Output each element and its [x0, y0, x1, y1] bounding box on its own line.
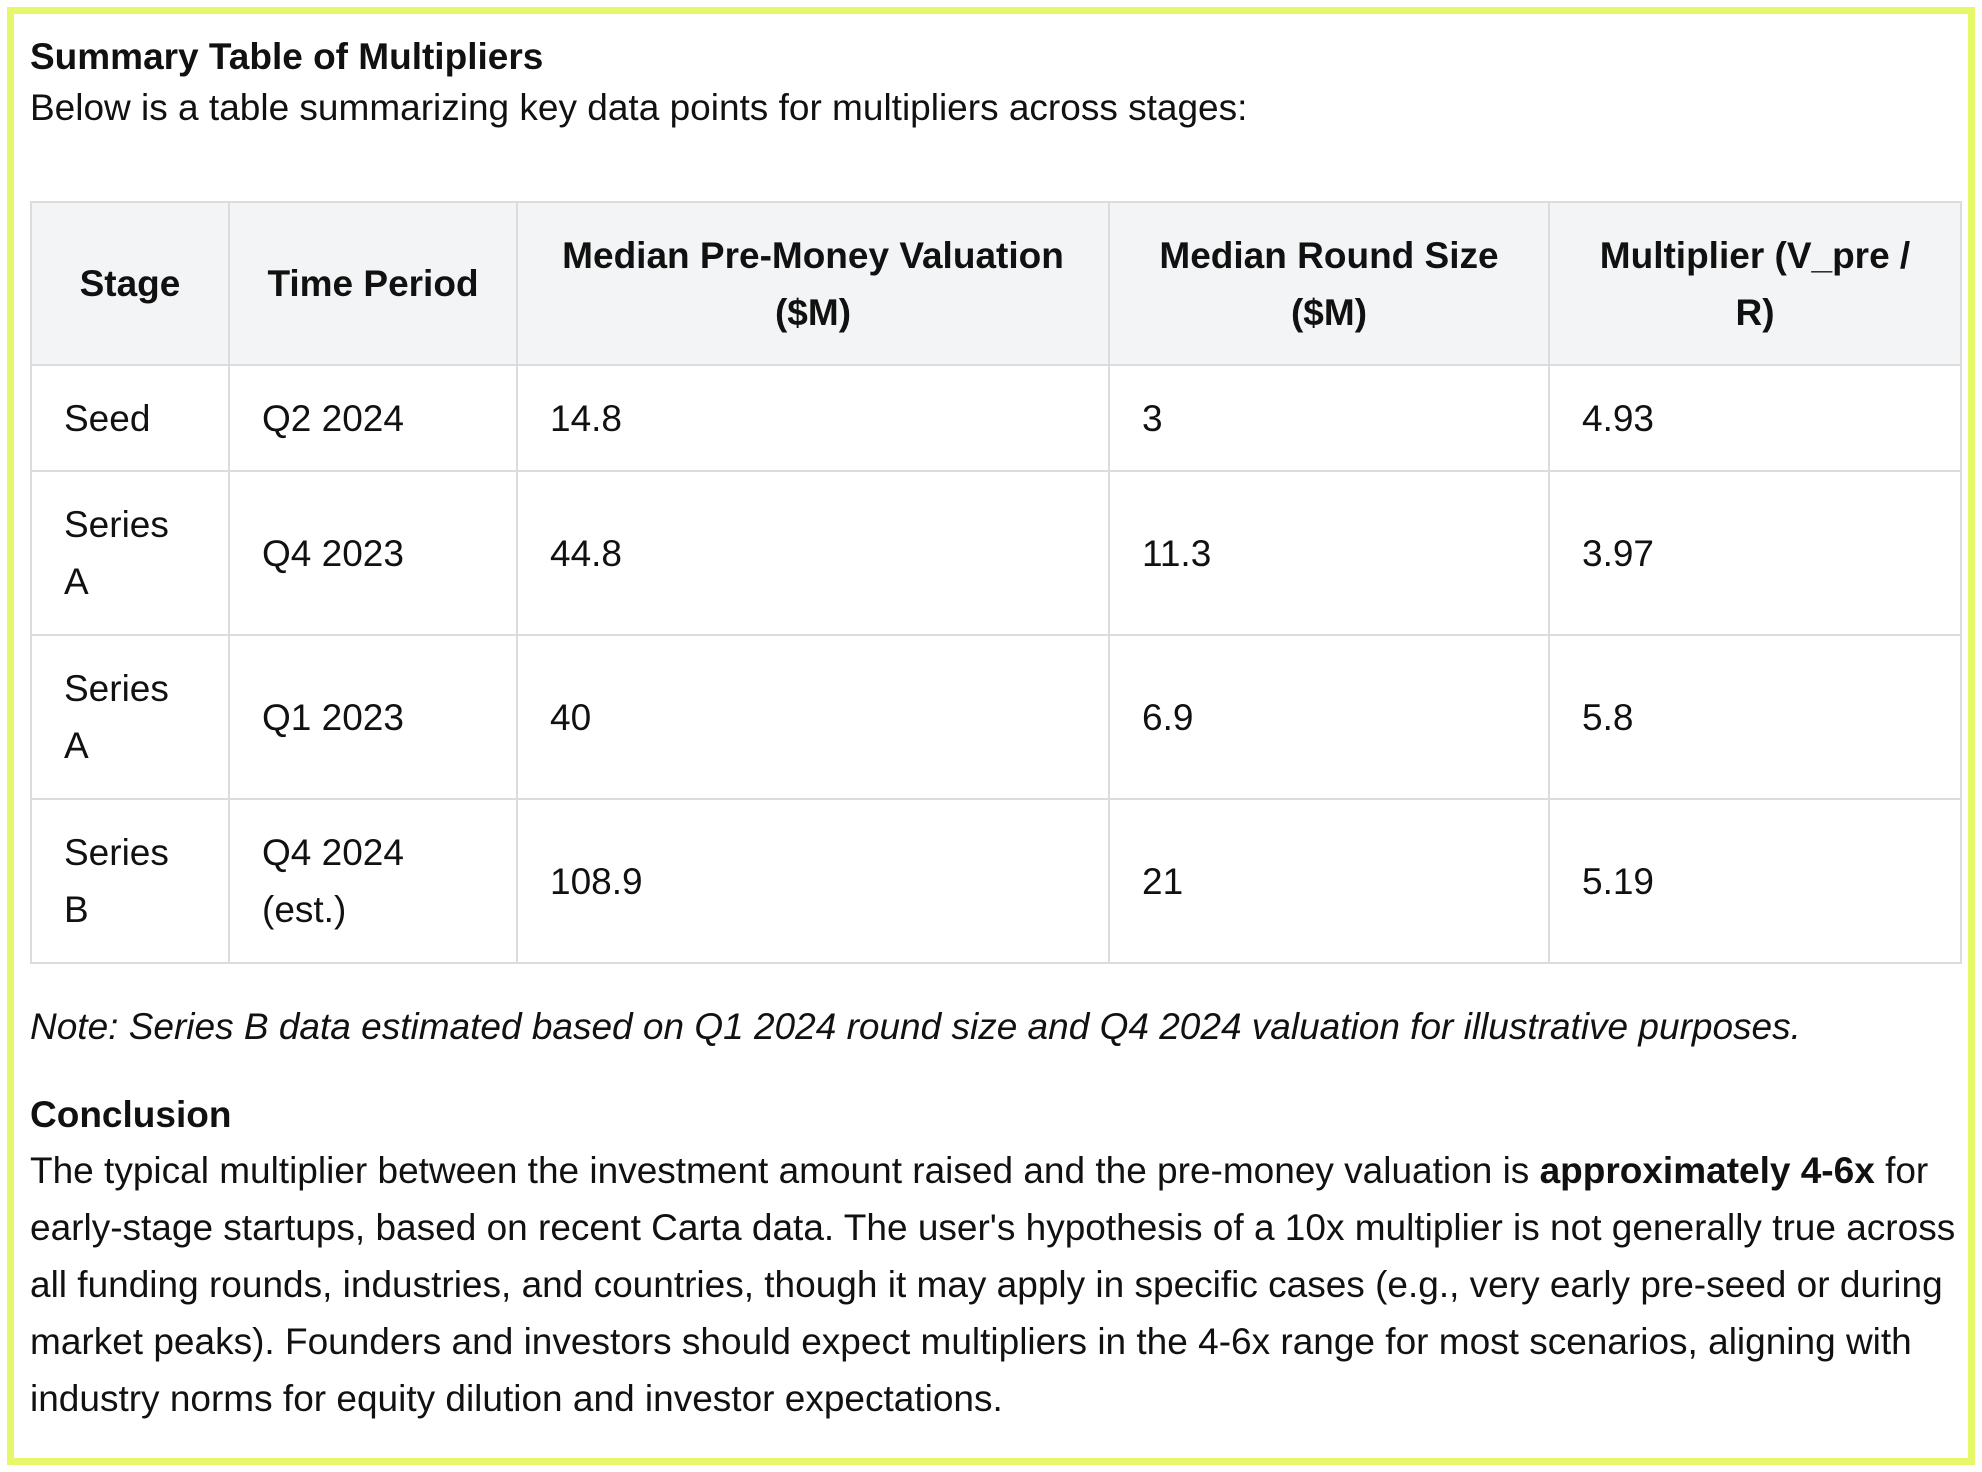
- multipliers-table: Stage Time Period Median Pre-Money Valua…: [30, 201, 1962, 964]
- cell-multiplier: 3.97: [1548, 470, 1962, 636]
- cell-time-period: Q1 2023: [228, 634, 518, 800]
- cell-stage: Series A: [30, 634, 230, 800]
- cell-round-size: 3: [1108, 364, 1550, 472]
- table-row: Series A Q1 2023 40 6.9 5.8: [30, 634, 1962, 800]
- cell-stage: Series A: [30, 470, 230, 636]
- cell-round-size: 11.3: [1108, 470, 1550, 636]
- cell-valuation: 108.9: [516, 798, 1110, 964]
- cell-time-period: Q4 2023: [228, 470, 518, 636]
- conclusion-title: Conclusion: [30, 1094, 232, 1135]
- cell-round-size: 6.9: [1108, 634, 1550, 800]
- cell-time-period: Q2 2024: [228, 364, 518, 472]
- document-content: Summary Table of Multipliers Below is a …: [30, 34, 1962, 1419]
- conclusion-text-start: The typical multiplier between the inves…: [30, 1150, 1540, 1191]
- header-multiplier: Multiplier (V_pre / R): [1548, 201, 1962, 366]
- table-row: Seed Q2 2024 14.8 3 4.93: [30, 364, 1962, 472]
- conclusion-highlight: approximately 4-6x: [1539, 1150, 1875, 1191]
- table-row: Series A Q4 2023 44.8 11.3 3.97: [30, 470, 1962, 636]
- cell-stage: Seed: [30, 364, 230, 472]
- conclusion-text-end: for early-stage startups, based on recen…: [30, 1150, 1956, 1419]
- cell-valuation: 44.8: [516, 470, 1110, 636]
- cell-valuation: 40: [516, 634, 1110, 800]
- cell-time-period: Q4 2024 (est.): [228, 798, 518, 964]
- table-row: Series B Q4 2024 (est.) 108.9 21 5.19: [30, 798, 1962, 964]
- summary-intro: Below is a table summarizing key data po…: [30, 87, 1248, 128]
- cell-valuation: 14.8: [516, 364, 1110, 472]
- table-header-row: Stage Time Period Median Pre-Money Valua…: [30, 201, 1962, 366]
- header-median-pre-money-valuation: Median Pre-Money Valuation ($M): [516, 201, 1110, 366]
- cell-multiplier: 5.19: [1548, 798, 1962, 964]
- header-stage: Stage: [30, 201, 230, 366]
- cell-multiplier: 5.8: [1548, 634, 1962, 800]
- header-time-period: Time Period: [228, 201, 518, 366]
- table-note: Note: Series B data estimated based on Q…: [30, 1006, 1801, 1047]
- content-frame: Summary Table of Multipliers Below is a …: [7, 7, 1975, 1465]
- conclusion-paragraph: The typical multiplier between the inves…: [30, 1142, 1965, 1427]
- header-median-round-size: Median Round Size ($M): [1108, 201, 1550, 366]
- cell-stage: Series B: [30, 798, 230, 964]
- cell-round-size: 21: [1108, 798, 1550, 964]
- summary-title: Summary Table of Multipliers: [30, 36, 544, 77]
- cell-multiplier: 4.93: [1548, 364, 1962, 472]
